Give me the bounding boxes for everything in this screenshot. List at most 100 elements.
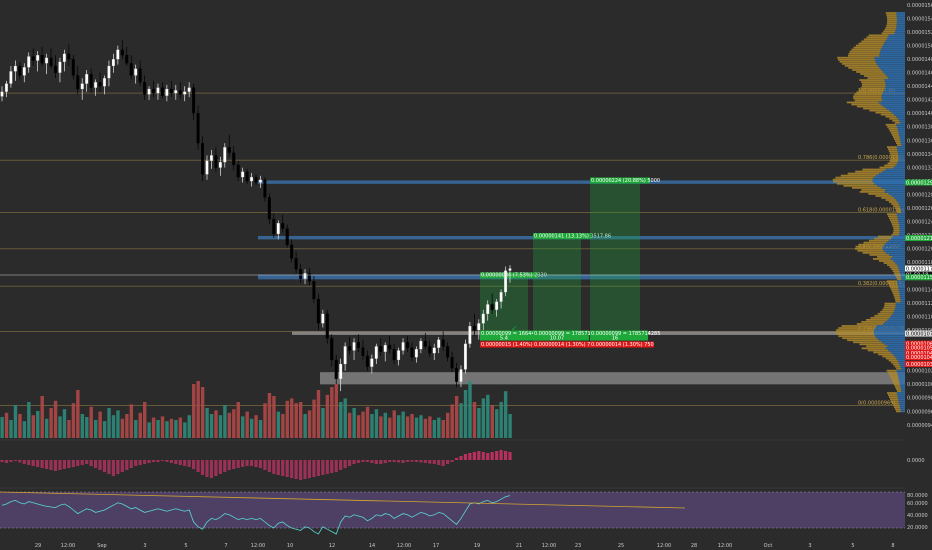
candle-body[interactable] xyxy=(365,355,369,367)
candle-body[interactable] xyxy=(267,197,271,220)
candle-body[interactable] xyxy=(356,342,360,348)
candle-body[interactable] xyxy=(120,49,124,56)
candle-body[interactable] xyxy=(107,65,111,79)
candle-body[interactable] xyxy=(160,87,164,96)
candle-body[interactable] xyxy=(98,82,102,87)
candle-body[interactable] xyxy=(156,87,160,94)
candle-body[interactable] xyxy=(294,258,298,270)
resistance-zone[interactable] xyxy=(258,274,905,280)
candle-body[interactable] xyxy=(71,59,75,76)
candle-body[interactable] xyxy=(316,298,320,324)
candle-body[interactable] xyxy=(374,346,378,359)
candle-body[interactable] xyxy=(174,90,178,94)
candle-body[interactable] xyxy=(22,67,26,76)
candle-body[interactable] xyxy=(36,55,40,61)
candle-body[interactable] xyxy=(169,88,173,94)
candle-body[interactable] xyxy=(201,143,205,175)
candle-body[interactable] xyxy=(134,68,138,76)
candle-body[interactable] xyxy=(45,57,49,64)
candle-body[interactable] xyxy=(463,343,467,370)
candle-body[interactable] xyxy=(143,82,147,95)
candle-body[interactable] xyxy=(31,56,35,61)
candle-body[interactable] xyxy=(102,78,106,87)
candle-body[interactable] xyxy=(504,270,508,293)
candle-body[interactable] xyxy=(236,164,240,178)
candle-body[interactable] xyxy=(437,339,441,348)
candle-body[interactable] xyxy=(419,340,423,350)
target-area[interactable] xyxy=(533,238,581,334)
candle-body[interactable] xyxy=(138,68,142,83)
candle-body[interactable] xyxy=(428,346,432,354)
candle-body[interactable] xyxy=(486,304,490,315)
candle-body[interactable] xyxy=(85,73,89,84)
candle-body[interactable] xyxy=(13,65,17,72)
candle-body[interactable] xyxy=(89,73,93,88)
candle-body[interactable] xyxy=(383,344,387,352)
candle-body[interactable] xyxy=(205,160,209,175)
rsi-trend-line[interactable] xyxy=(0,491,686,509)
candle-body[interactable] xyxy=(53,65,57,73)
candle-body[interactable] xyxy=(508,268,512,271)
candle-body[interactable] xyxy=(299,269,303,279)
candle-body[interactable] xyxy=(76,75,80,90)
candle-body[interactable] xyxy=(4,83,8,92)
candle-body[interactable] xyxy=(392,349,396,361)
candle-body[interactable] xyxy=(285,228,289,245)
candle-body[interactable] xyxy=(152,88,156,94)
candle-body[interactable] xyxy=(406,342,410,348)
candlestick-series[interactable] xyxy=(0,40,512,392)
candle-body[interactable] xyxy=(472,325,476,331)
candle-body[interactable] xyxy=(312,281,316,300)
resistance-zone[interactable] xyxy=(258,180,905,184)
candle-body[interactable] xyxy=(276,223,280,235)
candle-body[interactable] xyxy=(165,88,169,96)
candle-body[interactable] xyxy=(303,273,307,279)
candle-body[interactable] xyxy=(258,179,262,183)
candle-body[interactable] xyxy=(307,273,311,282)
candle-body[interactable] xyxy=(339,363,343,380)
candle-body[interactable] xyxy=(116,49,120,60)
target-area[interactable] xyxy=(590,182,640,334)
candle-body[interactable] xyxy=(401,342,405,351)
candle-body[interactable] xyxy=(290,244,294,259)
candle-body[interactable] xyxy=(343,346,347,365)
candle-body[interactable] xyxy=(18,65,22,76)
candle-body[interactable] xyxy=(468,325,472,344)
candle-body[interactable] xyxy=(441,339,445,347)
candle-body[interactable] xyxy=(499,292,503,302)
candle-body[interactable] xyxy=(58,61,62,73)
candle-body[interactable] xyxy=(361,347,365,357)
candle-body[interactable] xyxy=(214,155,218,168)
candle-body[interactable] xyxy=(481,313,485,324)
candle-body[interactable] xyxy=(397,350,401,361)
candle-body[interactable] xyxy=(27,56,31,68)
candle-body[interactable] xyxy=(263,179,267,198)
candle-body[interactable] xyxy=(67,53,71,60)
candle-body[interactable] xyxy=(490,304,494,310)
long-position-tools[interactable]: 0.00000084 (7.53%) 2330 0.00000099 = 1664… xyxy=(480,177,660,348)
candle-body[interactable] xyxy=(321,313,325,324)
candle-body[interactable] xyxy=(80,83,84,90)
candle-body[interactable] xyxy=(40,55,44,64)
candle-body[interactable] xyxy=(147,88,151,95)
candle-body[interactable] xyxy=(232,152,236,165)
candle-body[interactable] xyxy=(0,91,4,97)
candle-body[interactable] xyxy=(196,113,200,144)
time-axis[interactable] xyxy=(0,540,932,550)
candle-body[interactable] xyxy=(241,171,245,178)
candle-body[interactable] xyxy=(379,346,383,352)
candle-body[interactable] xyxy=(218,162,222,168)
candle-body[interactable] xyxy=(245,171,249,182)
candle-body[interactable] xyxy=(477,323,481,331)
candle-body[interactable] xyxy=(446,346,450,358)
candle-body[interactable] xyxy=(129,63,133,76)
candle-body[interactable] xyxy=(94,82,98,88)
candle-body[interactable] xyxy=(334,359,338,380)
candle-body[interactable] xyxy=(455,367,459,382)
candle-body[interactable] xyxy=(450,357,454,369)
candle-body[interactable] xyxy=(9,71,13,84)
support-zone[interactable] xyxy=(320,372,905,385)
candle-body[interactable] xyxy=(250,176,254,182)
candle-body[interactable] xyxy=(495,301,499,310)
